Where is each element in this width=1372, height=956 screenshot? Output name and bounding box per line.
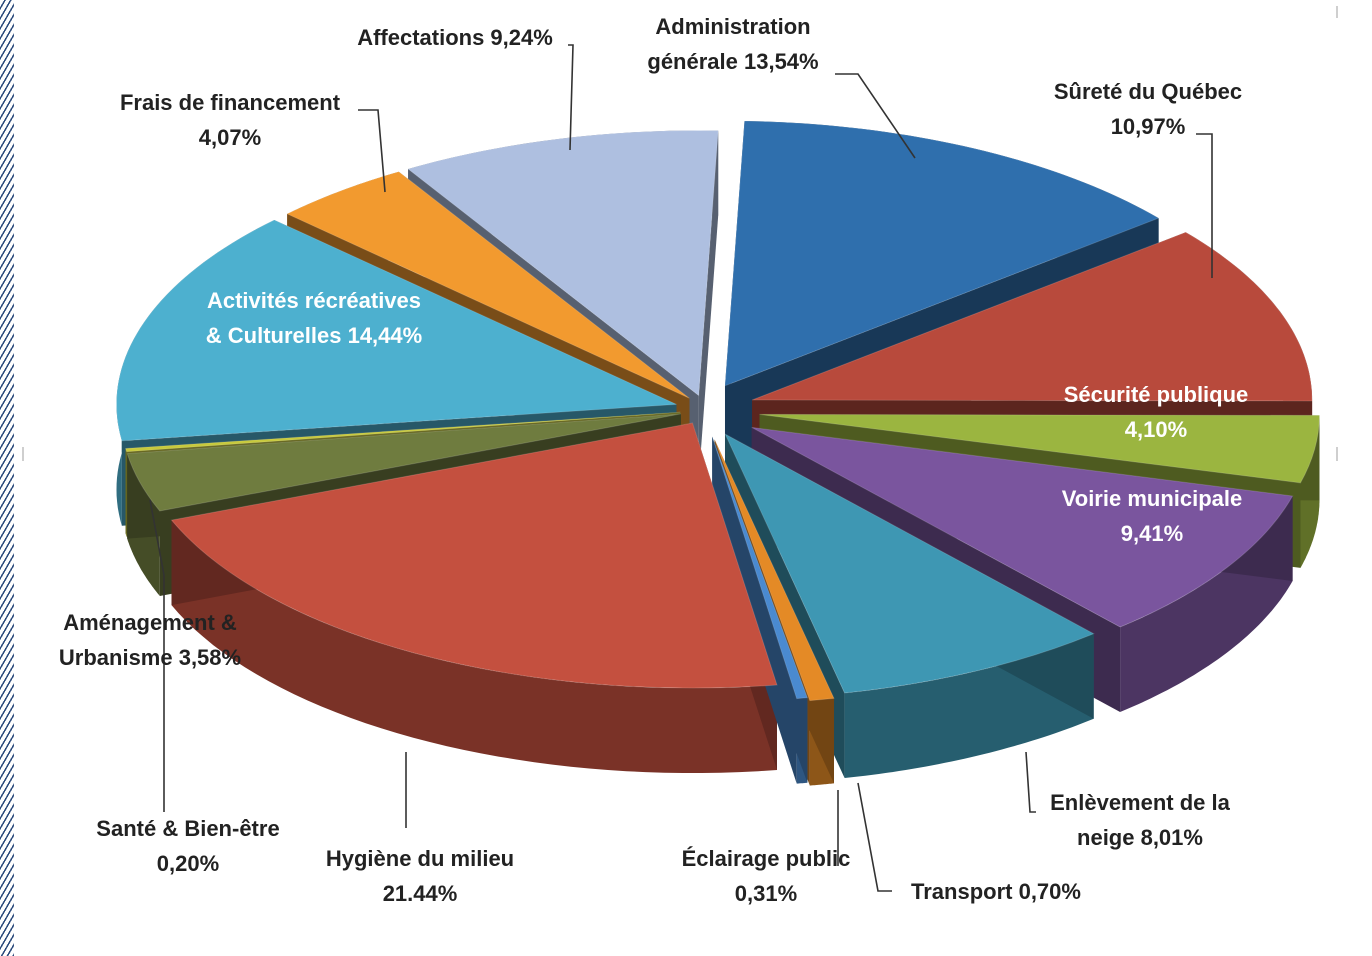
slice-label: 0,31%	[735, 881, 797, 906]
slice-label: Enlèvement de la	[1050, 790, 1231, 815]
left-frame-tick	[22, 447, 24, 461]
slice-label: & Culturelles 14,44%	[206, 323, 422, 348]
pie-slice	[711, 436, 809, 700]
pie-slice	[170, 422, 778, 689]
pie-top-layer	[115, 120, 1321, 702]
pie-slice	[126, 413, 681, 512]
slice-label: Activités récréatives	[207, 288, 421, 313]
leader-line	[568, 44, 574, 151]
slice-label: Transport 0,70%	[911, 879, 1081, 904]
pie-slice-side	[171, 520, 777, 773]
slice-label: 4,10%	[1125, 417, 1187, 442]
slice-label: générale 13,54%	[647, 49, 818, 74]
leader-line	[857, 782, 892, 892]
slice-label: Sûreté du Québec	[1054, 79, 1242, 104]
pie-slice	[751, 231, 1313, 402]
slice-label: 9,41%	[1121, 521, 1183, 546]
pie-slice	[407, 129, 719, 397]
slice-label: Urbanisme 3,58%	[59, 645, 241, 670]
pie-slice	[724, 432, 1095, 694]
slice-label: Voirie municipale	[1062, 486, 1243, 511]
slice-label: 4,07%	[199, 125, 261, 150]
pie-slice	[714, 439, 835, 702]
slice-label: Éclairage public	[682, 846, 851, 871]
pie-slice-wall	[698, 130, 719, 481]
pie-slice-wall	[712, 436, 797, 784]
slice-label: 21.44%	[383, 881, 458, 906]
leader-lines-layer	[149, 44, 1213, 892]
pie-slice	[751, 426, 1294, 628]
leader-line	[1025, 751, 1036, 813]
slice-label: Sécurité publique	[1064, 382, 1249, 407]
slice-label: Administration	[655, 14, 810, 39]
leader-line	[1196, 133, 1213, 278]
slice-label: Aménagement &	[63, 610, 237, 635]
slice-label: Santé & Bien-être	[96, 816, 279, 841]
leader-line	[835, 73, 916, 159]
slice-label: 0,20%	[157, 851, 219, 876]
top-frame-tick	[1336, 6, 1338, 18]
right-frame-tick	[1336, 447, 1338, 461]
leader-line	[149, 499, 165, 812]
pie-slice	[724, 120, 1160, 387]
slice-label: Frais de financement	[120, 90, 341, 115]
left-decorative-border	[0, 0, 14, 956]
pie-slice	[124, 411, 681, 453]
pie-slice	[759, 413, 1321, 484]
pie-slice	[115, 219, 677, 442]
slice-labels-layer: Administration générale 13,54% Sûreté du Q…	[59, 14, 1248, 906]
pie-slice	[286, 171, 690, 399]
leader-line	[358, 109, 386, 193]
slice-label: neige 8,01%	[1077, 825, 1203, 850]
slice-label: Hygiène du milieu	[326, 846, 514, 871]
slice-label: 10,97%	[1111, 114, 1186, 139]
slice-label: Affectations 9,24%	[357, 25, 553, 50]
